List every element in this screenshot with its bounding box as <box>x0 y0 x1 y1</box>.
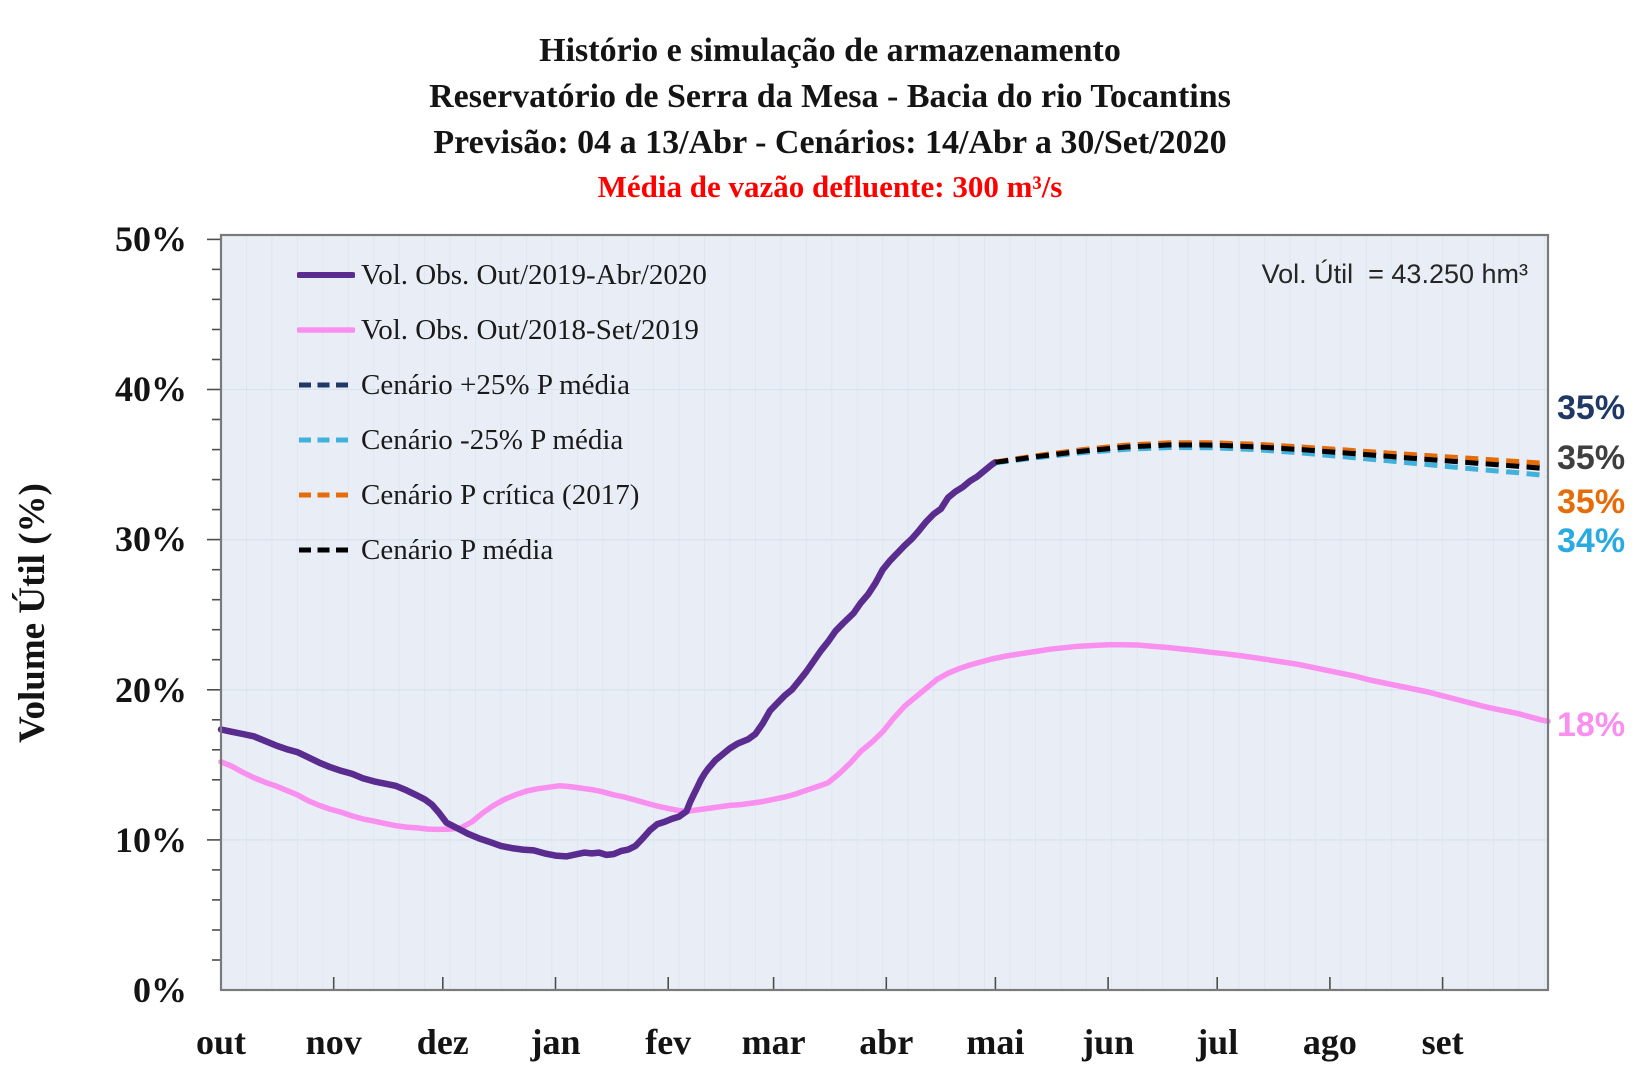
x-tick-label-jul: jul <box>1195 1022 1238 1062</box>
title-block: Histório e simulação de armazenamento Re… <box>0 28 1651 208</box>
y-tick-label-40: 40% <box>115 369 187 409</box>
legend-label: Cenário -25% P média <box>361 423 624 456</box>
legend-swatch-dashed-cyan <box>299 437 353 443</box>
end-label-plus25: 35% <box>1557 389 1625 427</box>
series-cenario-critica-line <box>995 440 1549 466</box>
series-cenario-media-line <box>995 442 1549 472</box>
x-tick-label-jun: jun <box>1081 1022 1134 1062</box>
legend-label: Vol. Obs. Out/2018-Set/2019 <box>361 313 699 346</box>
chart-title-line1: Histório e simulação de armazenamento <box>539 32 1121 69</box>
axis-ticks <box>207 238 1444 990</box>
useful-volume-annotation: Vol. Útil = 43.250 hm³ <box>1261 259 1528 289</box>
x-tick-label-abr: abr <box>859 1022 913 1062</box>
legend-item-obs-2019-2020: Vol. Obs. Out/2019-Abr/2020 <box>297 258 707 292</box>
x-tick-label-mar: mar <box>742 1022 806 1062</box>
x-tick-label-set: set <box>1422 1022 1464 1062</box>
x-tick-label-nov: nov <box>306 1022 362 1062</box>
end-label-media: 35% <box>1557 439 1625 477</box>
chart-subtitle-outflow: Média de vazão defluente: 300 m³/s <box>597 169 1063 204</box>
legend-swatch-dashed-black <box>299 547 353 553</box>
legend-swatch-solid-pink <box>297 327 355 333</box>
legend-label: Vol. Obs. Out/2019-Abr/2020 <box>361 258 707 291</box>
legend-swatch-dashed-navy <box>299 382 353 388</box>
gridlines <box>221 235 1548 990</box>
legend-item-cenario-minus25: Cenário -25% P média <box>297 423 623 457</box>
y-tick-label-0: 0% <box>133 970 187 1010</box>
legend-swatch-solid-purple <box>297 272 355 278</box>
y-tick-label-50: 50% <box>115 219 187 259</box>
series-cenario-minus25-line <box>995 445 1549 479</box>
x-tick-label-out: out <box>196 1022 246 1062</box>
legend-label: Cenário P crítica (2017) <box>361 478 640 511</box>
end-label-critica: 35% <box>1557 483 1625 521</box>
end-label-minus25: 34% <box>1557 522 1625 560</box>
series-vol-obs-2018-2019-line <box>218 641 1551 833</box>
y-tick-label-20: 20% <box>115 670 187 710</box>
legend-item-cenario-media: Cenário P média <box>297 533 553 567</box>
x-tick-label-fev: fev <box>645 1022 691 1062</box>
legend-swatch-dashed-orange <box>299 492 353 498</box>
x-tick-label-mai: mai <box>966 1022 1024 1062</box>
legend-item-cenario-plus25: Cenário +25% P média <box>297 368 630 402</box>
plot-border <box>219 233 1550 992</box>
legend-label: Cenário P média <box>361 533 554 566</box>
y-axis-title: Volume Útil (%) <box>11 483 53 743</box>
legend-item-obs-2018-2019: Vol. Obs. Out/2018-Set/2019 <box>297 313 699 347</box>
y-tick-label-10: 10% <box>115 820 187 860</box>
x-tick-label-ago: ago <box>1303 1022 1357 1062</box>
x-tick-label-jan: jan <box>529 1022 580 1062</box>
x-tick-label-dez: dez <box>417 1022 469 1062</box>
chart-title-line3: Previsão: 04 a 13/Abr - Cenários: 14/Abr… <box>433 124 1227 161</box>
end-label-obs-2019: 18% <box>1557 706 1625 744</box>
series-vol-obs-2019-2020-line <box>217 459 999 860</box>
y-tick-label-30: 30% <box>115 519 187 559</box>
chart-title-line2: Reservatório de Serra da Mesa - Bacia do… <box>429 78 1231 115</box>
plot-background <box>221 235 1548 990</box>
legend-item-cenario-critica: Cenário P crítica (2017) <box>297 478 639 512</box>
legend-label: Cenário +25% P média <box>361 368 630 401</box>
